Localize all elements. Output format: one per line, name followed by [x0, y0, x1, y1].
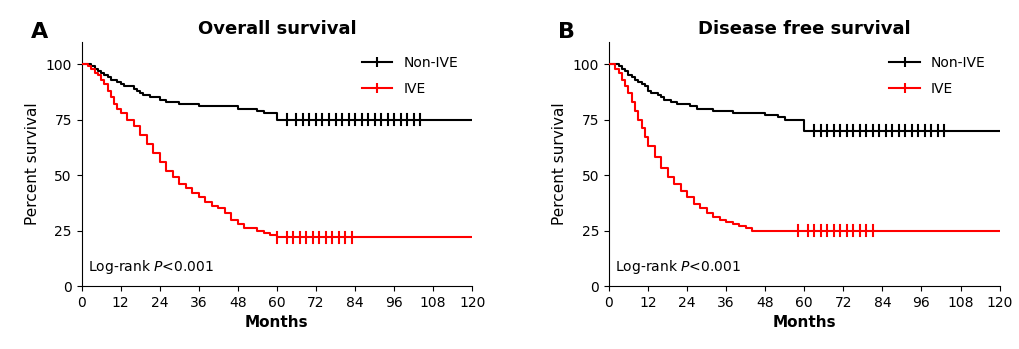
X-axis label: Months: Months	[771, 315, 836, 331]
Y-axis label: Percent survival: Percent survival	[24, 103, 40, 225]
Text: Log-rank $\mathit{P}$<0.001: Log-rank $\mathit{P}$<0.001	[614, 258, 741, 276]
Text: B: B	[557, 22, 575, 42]
Title: Disease free survival: Disease free survival	[697, 20, 910, 38]
Title: Overall survival: Overall survival	[198, 20, 356, 38]
Legend: Non-IVE, IVE: Non-IVE, IVE	[881, 49, 991, 103]
X-axis label: Months: Months	[245, 315, 309, 331]
Y-axis label: Percent survival: Percent survival	[551, 103, 567, 225]
Text: A: A	[31, 22, 48, 42]
Legend: Non-IVE, IVE: Non-IVE, IVE	[355, 49, 465, 103]
Text: Log-rank $\mathit{P}$<0.001: Log-rank $\mathit{P}$<0.001	[88, 258, 214, 276]
